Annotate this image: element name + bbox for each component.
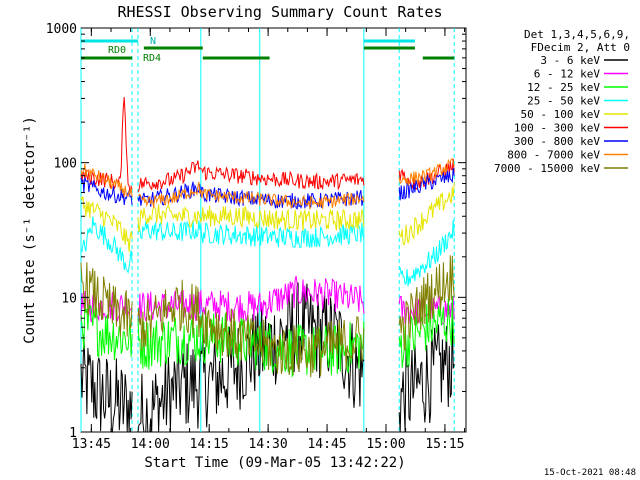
y-tick-label: 10 — [61, 291, 77, 306]
series-line — [80, 216, 455, 287]
vertical-markers — [80, 28, 455, 432]
flag-label-rd0: RD0 — [108, 45, 126, 56]
x-tick-label: 14:15 — [190, 437, 229, 452]
legend-header-line: Det 1,3,4,5,6,9, — [524, 28, 630, 41]
legend-entry-label: 50 - 100 keV — [521, 108, 601, 121]
flag-bars — [81, 39, 455, 60]
series-line — [80, 97, 455, 193]
y-tick-label: 1000 — [46, 22, 77, 37]
flag-label-rd4: RD4 — [143, 53, 161, 64]
x-tick-label: 15:00 — [366, 437, 405, 452]
y-tick-label: 100 — [54, 157, 77, 172]
series-line — [80, 158, 455, 210]
x-tick-label: 13:45 — [72, 437, 111, 452]
chart-title: RHESSI Observing Summary Count Rates — [117, 3, 442, 21]
x-tick-label: 14:45 — [307, 437, 346, 452]
legend: Det 1,3,4,5,6,9,FDecim 2, Att 03 - 6 keV… — [494, 28, 630, 175]
series-line — [80, 275, 455, 325]
legend-entry-label: 12 - 25 keV — [527, 81, 600, 94]
legend-header-line: FDecim 2, Att 0 — [531, 41, 630, 54]
footer-timestamp: 15-Oct-2021 08:48 — [544, 468, 636, 478]
y-axis-label: Count Rate (s⁻¹ detector⁻¹) — [22, 116, 38, 344]
series-lines — [80, 97, 455, 433]
flag-label-n: N — [150, 36, 156, 47]
series-line — [80, 168, 455, 210]
axes: 1 10 100 1000 13:45 14:00 14:15 14:30 14:45 15:00… — [46, 22, 466, 452]
legend-entry-label: 100 - 300 keV — [514, 122, 600, 135]
series-line — [80, 295, 455, 378]
x-axis-label: Start Time (09-Mar-05 13:42:22) — [144, 455, 405, 471]
series-line — [80, 182, 455, 253]
legend-entry-label: 25 - 50 keV — [527, 95, 600, 108]
x-tick-label: 14:30 — [249, 437, 288, 452]
legend-entry-label: 6 - 12 keV — [534, 68, 601, 81]
x-tick-label: 15:15 — [425, 437, 464, 452]
series-line — [80, 255, 455, 378]
legend-entry-label: 3 - 6 keV — [540, 54, 600, 67]
legend-entry-label: 800 - 7000 keV — [507, 149, 600, 162]
legend-entry-label: 7000 - 15000 keV — [494, 162, 600, 175]
series-line — [80, 282, 455, 433]
x-tick-label: 14:00 — [131, 437, 170, 452]
legend-entry-label: 300 - 800 keV — [514, 135, 600, 148]
y-tick-label: 1 — [69, 426, 77, 441]
